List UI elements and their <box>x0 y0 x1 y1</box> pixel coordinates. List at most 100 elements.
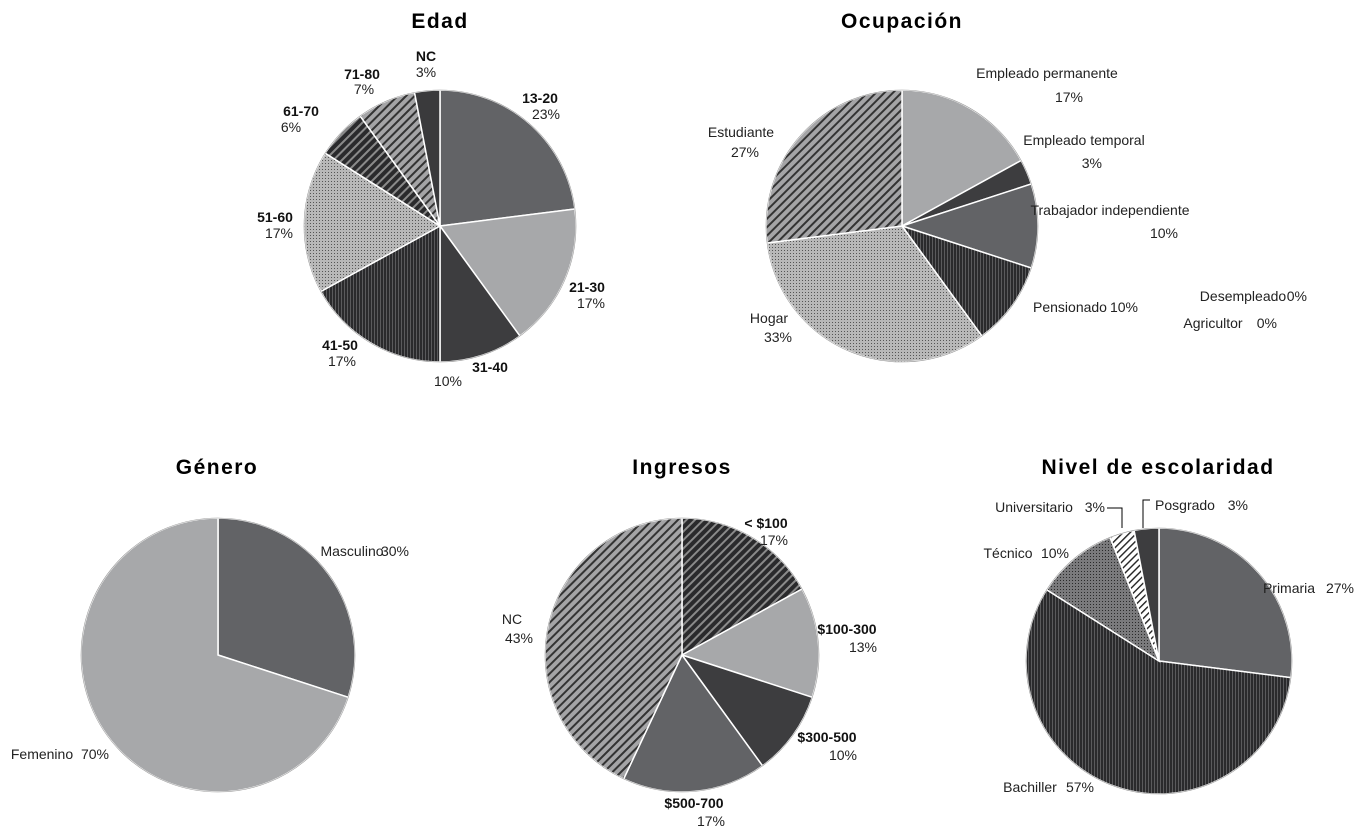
slice-pct: 10% <box>434 373 462 389</box>
chart-title: Nivel de escolaridad <box>1041 456 1274 479</box>
slice-label: Primaria 27% <box>1263 580 1354 596</box>
slice-name: 21-30 <box>569 279 605 295</box>
chart-genero: Género Masculino 30% Femenino 70% <box>11 456 409 793</box>
leader-line <box>1107 507 1123 528</box>
slice-label: Estudiante 27% <box>708 124 774 160</box>
slice-label: Empleado permanente 17% <box>976 65 1118 105</box>
chart-ingresos: Ingresos < $100 17% $100-300 13% $300-50… <box>502 456 877 829</box>
slice-name: < $100 <box>744 515 787 531</box>
slice-label: NC 43% <box>502 611 533 646</box>
slice-pct: 27% <box>731 144 759 160</box>
slice-pct: 10% <box>1110 299 1138 315</box>
slice-pct: 3% <box>1085 499 1105 515</box>
slice-name: Posgrado <box>1155 497 1215 513</box>
pie-genero <box>80 517 356 793</box>
pie-outline <box>303 89 577 363</box>
slice-label: $300-500 10% <box>797 729 857 763</box>
slice-label: $500-700 17% <box>664 795 725 829</box>
slice-name: 71-80 <box>344 66 380 82</box>
slice-name: 61-70 <box>283 103 319 119</box>
slice-name: NC <box>416 48 436 64</box>
pie-outline <box>544 517 820 793</box>
slice-label: 31-40 10% <box>434 359 508 389</box>
slice-label: Bachiller 57% <box>1003 779 1094 795</box>
slice-name: Técnico <box>983 545 1032 561</box>
slice-pct: 10% <box>829 747 857 763</box>
pie-outline <box>765 89 1039 363</box>
slice-label: Posgrado 3% <box>1155 497 1248 513</box>
slice-name: Primaria <box>1263 580 1315 596</box>
slice-label: $100-300 13% <box>817 621 877 655</box>
slice-name: 31-40 <box>472 359 508 375</box>
pie-outline <box>80 517 356 793</box>
pie-ocupacion <box>765 89 1039 363</box>
slice-label: Hogar 33% <box>750 310 792 345</box>
slice-label: 21-30 17% <box>569 279 605 311</box>
chart-ocupacion: Ocupación Empleado permanente 17% Emplea… <box>708 10 1307 363</box>
slice-name: 41-50 <box>322 337 358 353</box>
slice-name: Masculino <box>320 543 383 559</box>
slice-name: Femenino <box>11 746 73 762</box>
slice-label: 71-80 7% <box>344 66 380 97</box>
slice-name: Estudiante <box>708 124 774 140</box>
chart-title: Ingresos <box>632 456 732 479</box>
slice-name: 51-60 <box>257 209 293 225</box>
slice-label: Femenino 70% <box>11 746 109 762</box>
slice-name: 13-20 <box>522 90 558 106</box>
slice-label: Técnico 10% <box>983 545 1069 561</box>
slice-label: Empleado temporal 3% <box>1023 132 1144 171</box>
slice-name: $100-300 <box>817 621 876 637</box>
slice-label: Masculino 30% <box>320 543 409 559</box>
slice-label: Universitario 3% <box>995 499 1105 515</box>
pie-outline <box>1025 527 1293 795</box>
pie-ingresos <box>544 517 820 793</box>
chart-title: Género <box>176 456 259 479</box>
slice-pct: 13% <box>849 639 877 655</box>
slice-pct: 10% <box>1041 545 1069 561</box>
slice-pct: 3% <box>416 64 436 80</box>
leader-line <box>1142 499 1150 528</box>
slice-pct: 57% <box>1066 779 1094 795</box>
slice-name: Hogar <box>750 310 788 326</box>
pie-edad <box>303 89 577 363</box>
slice-pct: 6% <box>281 119 301 135</box>
slice-pct: 17% <box>697 813 725 829</box>
pie-slice <box>765 89 903 244</box>
slice-name: Desempleado <box>1200 288 1287 304</box>
slice-pct: 17% <box>1055 89 1083 105</box>
slice-name: Pensionado <box>1033 299 1107 315</box>
slice-label: < $100 17% <box>744 515 788 548</box>
slice-name: Agricultor <box>1183 315 1242 331</box>
slice-label: NC 3% <box>416 48 436 80</box>
slice-pct: 27% <box>1326 580 1354 596</box>
slice-pct: 43% <box>505 630 533 646</box>
chart-title: Edad <box>411 10 468 33</box>
slice-name: Empleado permanente <box>976 65 1118 81</box>
pie-escolaridad <box>1025 527 1293 795</box>
slice-pct: 33% <box>764 329 792 345</box>
slice-pct: 17% <box>265 225 293 241</box>
slice-label: Agricultor 0% <box>1183 315 1277 331</box>
slice-pct: 23% <box>532 106 560 122</box>
chart-title: Ocupación <box>841 10 963 33</box>
slice-pct: 17% <box>577 295 605 311</box>
slice-label: 61-70 6% <box>281 103 319 135</box>
slice-pct: 17% <box>760 532 788 548</box>
slice-pct: 10% <box>1150 225 1178 241</box>
slice-label: Trabajador independiente 10% <box>1030 202 1189 241</box>
slice-label: Pensionado 10% <box>1033 299 1138 315</box>
pie-slice <box>1158 527 1293 679</box>
slice-name: $500-700 <box>664 795 723 811</box>
slice-name: Universitario <box>995 499 1073 515</box>
slice-name: $300-500 <box>797 729 856 745</box>
slice-name: NC <box>502 611 522 627</box>
slice-pct: 17% <box>328 353 356 369</box>
slice-label: 51-60 17% <box>257 209 293 241</box>
slice-label: 41-50 17% <box>322 337 358 369</box>
slice-pct: 70% <box>81 746 109 762</box>
chart-escolaridad: Nivel de escolaridad Primaria 27% Bachil… <box>983 456 1354 795</box>
slice-pct: 3% <box>1082 155 1102 171</box>
slice-name: Trabajador independiente <box>1030 202 1189 218</box>
slice-pct: 7% <box>354 81 374 97</box>
